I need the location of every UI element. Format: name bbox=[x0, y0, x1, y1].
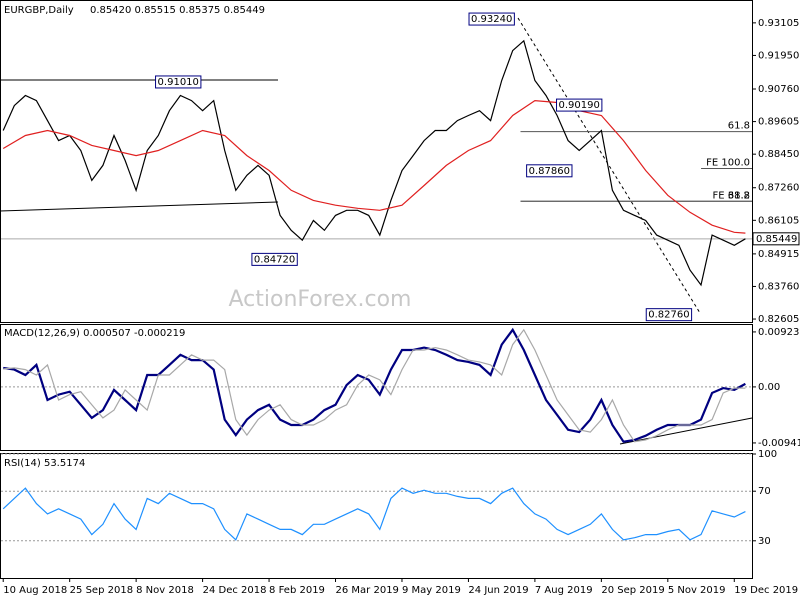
series-line bbox=[2, 487, 746, 541]
y-tick-label: 0.84915 bbox=[758, 249, 799, 260]
annotation-box bbox=[645, 308, 693, 322]
y-tick-label: 70 bbox=[758, 486, 771, 497]
y-tick-label: 0.91950 bbox=[758, 50, 799, 61]
price-panel bbox=[0, 0, 753, 323]
y-tick-label: 100 bbox=[758, 449, 777, 460]
fib-label: 38.2 bbox=[728, 190, 750, 201]
annotation-label: 0.87860 bbox=[529, 166, 570, 177]
y-tick-label: 0.87260 bbox=[758, 183, 799, 194]
y-tick-label: 0.83760 bbox=[758, 281, 799, 292]
x-tick-label: 8 Nov 2018 bbox=[136, 585, 194, 596]
y-tick-label: 0.82605 bbox=[758, 314, 799, 325]
annotation-box bbox=[251, 252, 298, 266]
dashed-trend bbox=[517, 17, 701, 314]
x-tick-label: 9 May 2019 bbox=[402, 585, 461, 596]
watermark: ActionForex.com bbox=[229, 287, 412, 312]
annotation-label: 0.82760 bbox=[648, 310, 689, 321]
series-line bbox=[3, 328, 746, 443]
x-tick-label: 7 Aug 2019 bbox=[535, 585, 593, 596]
last-price-box bbox=[752, 232, 800, 246]
rsi-panel bbox=[0, 453, 753, 579]
y-tick-label: 30 bbox=[758, 536, 771, 547]
macd-trend bbox=[619, 417, 753, 445]
y-tick-label: 0.89605 bbox=[758, 117, 799, 128]
x-tick-label: 24 Dec 2018 bbox=[203, 585, 267, 596]
y-tick-label: 0.88450 bbox=[758, 149, 799, 160]
macd-title: MACD(12,26,9) 0.000507 -0.000219 bbox=[4, 328, 185, 339]
x-tick-label: 26 Mar 2019 bbox=[336, 585, 399, 596]
annotation-label: 0.90190 bbox=[559, 100, 600, 111]
series-line bbox=[3, 327, 746, 443]
y-tick-label: -0.009413 bbox=[758, 438, 800, 449]
annotation-box bbox=[155, 75, 202, 89]
series-line bbox=[2, 39, 746, 287]
trend-line bbox=[0, 201, 279, 212]
last-price-label: 0.85449 bbox=[756, 234, 797, 245]
y-tick-label: 0.009237 bbox=[758, 327, 800, 338]
annotation-label: 0.91010 bbox=[158, 77, 199, 88]
x-tick-label: 24 Jun 2019 bbox=[468, 585, 528, 596]
y-tick-label: 0.93105 bbox=[758, 18, 799, 29]
series-line bbox=[2, 99, 746, 234]
macd-panel bbox=[0, 324, 753, 451]
y-tick-label: 0.90760 bbox=[758, 84, 799, 95]
x-tick-label: 25 Sep 2018 bbox=[70, 585, 133, 596]
fib-label: 61.8 bbox=[728, 121, 750, 132]
fib-label: FE 61.8 bbox=[712, 190, 750, 201]
y-tick-label: 0.00 bbox=[758, 382, 780, 393]
quote: 0.85420 0.85515 0.85375 0.85449 bbox=[90, 5, 265, 16]
annotation-label: 0.84720 bbox=[254, 254, 295, 265]
fib-label: FE 100.0 bbox=[706, 158, 750, 169]
x-tick-label: 8 Feb 2019 bbox=[269, 585, 325, 596]
annotation-label: 0.93240 bbox=[471, 14, 512, 25]
x-tick-label: 10 Aug 2018 bbox=[3, 585, 67, 596]
annotation-box bbox=[468, 12, 515, 26]
x-tick-label: 19 Dec 2019 bbox=[734, 585, 798, 596]
chart-title: EURGBP,Daily bbox=[4, 5, 74, 16]
annotation-box bbox=[526, 164, 573, 178]
x-tick-label: 20 Sep 2019 bbox=[601, 585, 664, 596]
y-tick-label: 0.86105 bbox=[758, 215, 799, 226]
x-tick-label: 5 Nov 2019 bbox=[668, 585, 726, 596]
rsi-title: RSI(14) 53.5174 bbox=[4, 458, 85, 469]
annotation-box bbox=[556, 98, 603, 112]
